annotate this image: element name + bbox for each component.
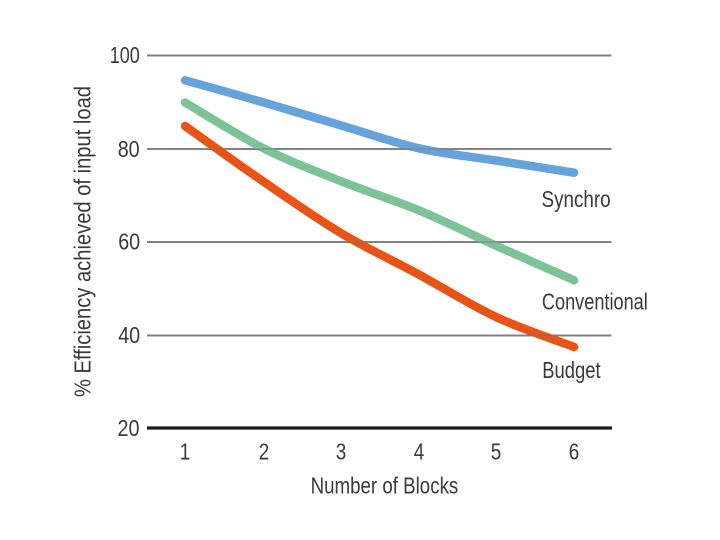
- svg-text:2: 2: [259, 438, 270, 464]
- svg-text:60: 60: [118, 229, 140, 255]
- svg-text:3: 3: [336, 438, 347, 464]
- svg-text:Number of Blocks: Number of Blocks: [311, 472, 459, 498]
- svg-text:80: 80: [118, 136, 140, 162]
- svg-text:Budget: Budget: [542, 357, 601, 383]
- svg-text:Conventional: Conventional: [542, 289, 648, 315]
- svg-text:% Efficiency achieved of input: % Efficiency achieved of input load: [70, 86, 96, 397]
- svg-text:20: 20: [118, 415, 140, 441]
- svg-text:5: 5: [491, 438, 502, 464]
- svg-text:1: 1: [180, 438, 191, 464]
- svg-text:4: 4: [414, 438, 425, 464]
- svg-text:6: 6: [569, 438, 580, 464]
- svg-text:100: 100: [110, 42, 140, 68]
- svg-text:40: 40: [118, 322, 140, 348]
- svg-text:Synchro: Synchro: [542, 186, 611, 212]
